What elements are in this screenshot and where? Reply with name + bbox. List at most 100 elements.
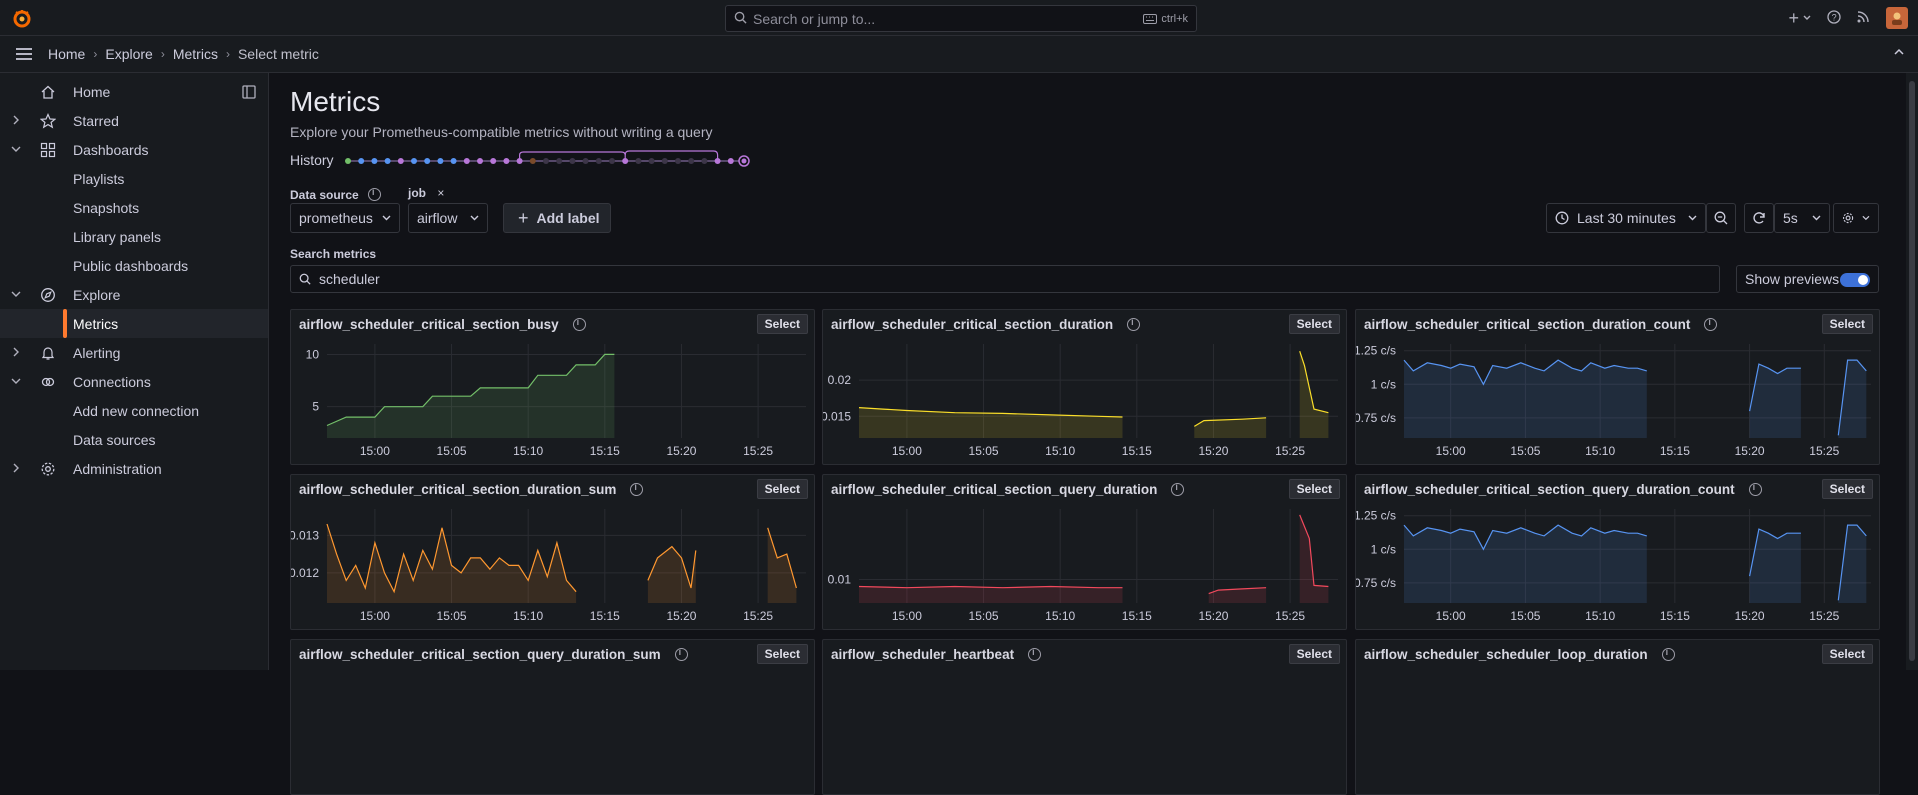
chevron-down-icon[interactable]: [11, 144, 21, 154]
sidebar-item-explore[interactable]: Explore: [0, 280, 268, 309]
history-step[interactable]: [503, 158, 510, 164]
history-step[interactable]: [516, 158, 523, 164]
search-bar[interactable]: Search or jump to... ctrl+k: [725, 5, 1197, 32]
add-label-button[interactable]: + Add label: [503, 203, 611, 233]
timeseries-chart[interactable]: 0.02 0.015 15:00 15:05 15:10 15:15 15:20 15:25: [823, 338, 1347, 464]
timeseries-chart[interactable]: 1.25 c/s 1 c/s 0.75 c/s 15:00 15:05 15:10 15:1…: [1356, 503, 1880, 629]
history-step[interactable]: [450, 158, 457, 164]
zoom-out-button[interactable]: [1706, 203, 1736, 233]
history-step[interactable]: [688, 158, 695, 164]
chevron-right-icon[interactable]: [11, 463, 21, 473]
help-icon[interactable]: ?: [1827, 9, 1841, 27]
settings-button[interactable]: [1833, 203, 1879, 233]
job-select[interactable]: airflow: [408, 203, 488, 233]
history-step[interactable]: [529, 158, 536, 164]
sidebar-item-connections[interactable]: Connections: [0, 367, 268, 396]
history-step[interactable]: [345, 158, 351, 164]
history-step[interactable]: [622, 158, 629, 164]
news-rss-icon[interactable]: [1857, 10, 1870, 26]
history-step[interactable]: [635, 158, 642, 164]
history-step[interactable]: [727, 158, 734, 164]
chevron-right-icon[interactable]: [11, 347, 21, 357]
history-step[interactable]: [582, 158, 589, 164]
sidebar-item-playlists[interactable]: Playlists: [0, 164, 268, 193]
metric-search-input[interactable]: scheduler: [290, 265, 1720, 293]
history-step[interactable]: [648, 158, 655, 164]
refresh-interval-select[interactable]: 5s: [1774, 203, 1830, 233]
grafana-logo[interactable]: [12, 8, 32, 28]
history-step[interactable]: [609, 158, 615, 164]
history-step[interactable]: [490, 158, 497, 164]
history-step[interactable]: [701, 158, 708, 164]
history-timeline[interactable]: [340, 147, 770, 177]
timeseries-chart[interactable]: 1.25 c/s 1 c/s 0.75 c/s 15:00 15:05 15:10 15:1…: [1356, 338, 1880, 464]
chevron-down-icon[interactable]: [11, 289, 21, 299]
chevron-right-icon[interactable]: [11, 115, 21, 125]
sidebar-item-public-dashboards[interactable]: Public dashboards: [0, 251, 268, 280]
select-metric-button[interactable]: Select: [1288, 644, 1340, 664]
show-previews-toggle[interactable]: Show previews: [1736, 265, 1879, 293]
select-metric-button[interactable]: Select: [1821, 479, 1873, 499]
info-icon[interactable]: [572, 317, 586, 331]
sidebar-item-library-panels[interactable]: Library panels: [0, 222, 268, 251]
info-icon[interactable]: [1028, 647, 1042, 661]
select-metric-button[interactable]: Select: [1288, 314, 1340, 334]
sidebar-item-administration[interactable]: Administration: [0, 454, 268, 483]
info-icon[interactable]: [1127, 317, 1141, 331]
breadcrumb-metrics[interactable]: Metrics: [172, 46, 218, 62]
sidebar-item-add-new-connection[interactable]: Add new connection: [0, 396, 268, 425]
refresh-button[interactable]: [1744, 203, 1774, 233]
menu-toggle-icon[interactable]: [0, 47, 48, 61]
timeseries-chart[interactable]: 10 5 15:00 15:05 15:10 15:15 15:20 15:25: [291, 338, 815, 464]
history-step[interactable]: [463, 158, 470, 164]
timeseries-chart[interactable]: 0.01 15:00 15:05 15:10 15:15 15:20 15:25: [823, 503, 1347, 629]
sidebar-item-dashboards[interactable]: Dashboards: [0, 135, 268, 164]
history-step[interactable]: [397, 158, 404, 164]
info-icon[interactable]: [630, 482, 644, 496]
info-icon[interactable]: [1748, 482, 1762, 496]
add-new-button[interactable]: +: [1788, 9, 1811, 27]
remove-job-icon[interactable]: ×: [437, 186, 445, 200]
sidebar-item-data-sources[interactable]: Data sources: [0, 425, 268, 454]
collapse-header-icon[interactable]: [1894, 48, 1904, 55]
dock-menu-icon[interactable]: [242, 85, 256, 99]
sidebar-item-metrics[interactable]: Metrics: [0, 309, 268, 338]
select-metric-button[interactable]: Select: [756, 479, 808, 499]
history-step[interactable]: [595, 158, 602, 164]
history-step[interactable]: [371, 158, 378, 164]
sidebar-item-home[interactable]: Home: [0, 77, 268, 106]
history-step[interactable]: [477, 158, 483, 164]
breadcrumb-explore[interactable]: Explore: [105, 46, 153, 62]
info-icon[interactable]: [674, 647, 688, 661]
time-range-picker[interactable]: Last 30 minutes: [1546, 203, 1706, 233]
sidebar-item-starred[interactable]: Starred: [0, 106, 268, 135]
history-step[interactable]: [358, 158, 365, 164]
select-metric-button[interactable]: Select: [1288, 479, 1340, 499]
history-step[interactable]: [714, 158, 721, 164]
info-icon[interactable]: [1704, 317, 1718, 331]
breadcrumb-home[interactable]: Home: [48, 46, 86, 62]
history-step[interactable]: [675, 158, 681, 164]
history-step[interactable]: [661, 158, 668, 164]
info-icon[interactable]: [1171, 482, 1185, 496]
scrollbar[interactable]: [1906, 73, 1918, 670]
timeseries-chart[interactable]: 0.013 0.012 15:00 15:05 15:10 15:15 15:20 15:25: [291, 503, 815, 629]
scrollbar-thumb[interactable]: [1909, 81, 1915, 661]
history-step[interactable]: [543, 158, 549, 164]
select-metric-button[interactable]: Select: [756, 644, 808, 664]
history-step[interactable]: [437, 158, 444, 164]
history-step[interactable]: [556, 158, 563, 164]
info-icon[interactable]: [368, 187, 382, 201]
history-step[interactable]: [424, 158, 431, 164]
select-metric-button[interactable]: Select: [1821, 644, 1873, 664]
history-step[interactable]: [384, 158, 391, 164]
history-step[interactable]: [569, 158, 576, 164]
sidebar-item-snapshots[interactable]: Snapshots: [0, 193, 268, 222]
select-metric-button[interactable]: Select: [756, 314, 808, 334]
sidebar-item-alerting[interactable]: Alerting: [0, 338, 268, 367]
user-avatar[interactable]: [1886, 7, 1908, 29]
info-icon[interactable]: [1661, 647, 1675, 661]
toggle-switch[interactable]: [1840, 273, 1870, 287]
history-step[interactable]: [411, 158, 417, 164]
chevron-down-icon[interactable]: [11, 376, 21, 386]
